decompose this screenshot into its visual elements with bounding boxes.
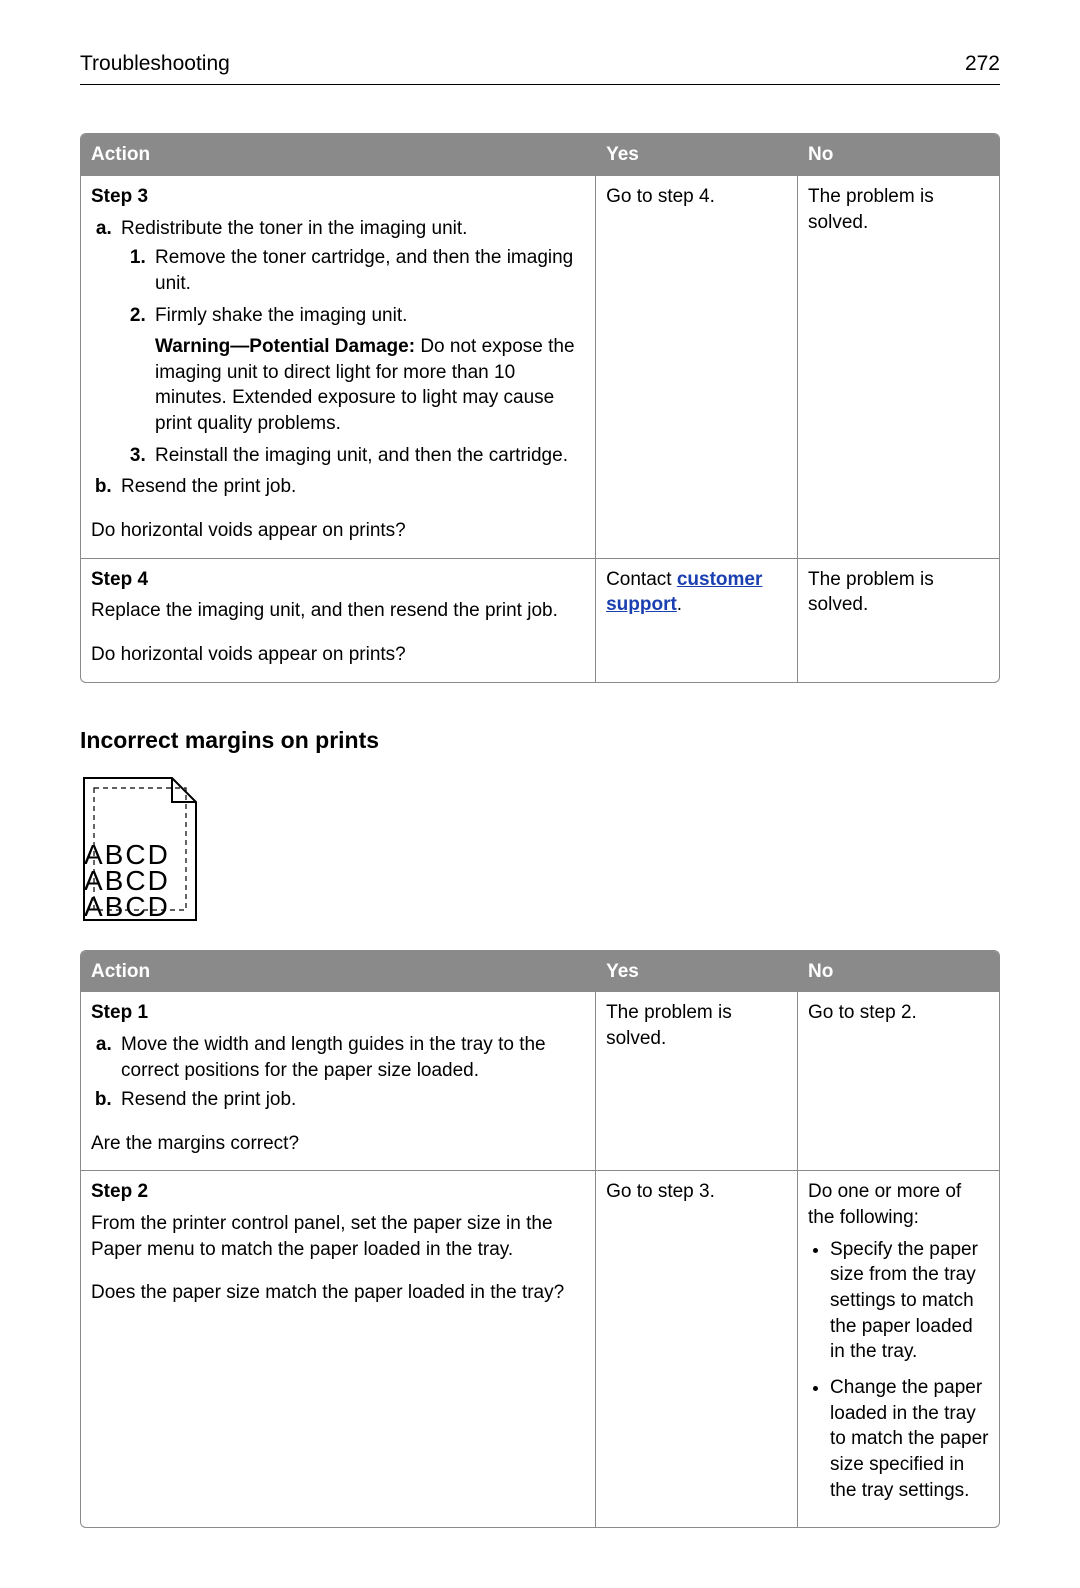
warning-block: Warning—Potential Damage: Do not expose … <box>155 334 585 437</box>
yes-cell: The problem is solved. <box>595 992 797 1170</box>
yes-pre-text: Contact <box>606 569 677 590</box>
yes-cell: Go to step 4. <box>595 176 797 558</box>
step-title: Step 3 <box>91 184 585 210</box>
list-item: Redistribute the toner in the imaging un… <box>117 216 585 469</box>
col-header-no: No <box>797 951 999 993</box>
troubleshooting-table-1: Action Yes No Step 3 Redistribute the to… <box>80 133 1000 682</box>
action-cell: Step 3 Redistribute the toner in the ima… <box>81 176 595 558</box>
list-item: Reinstall the imaging unit, and then the… <box>151 443 585 469</box>
action-cell: Step 2 From the printer control panel, s… <box>81 1170 595 1527</box>
step-title: Step 4 <box>91 567 585 593</box>
table-row: Step 3 Redistribute the toner in the ima… <box>81 176 999 558</box>
list-item: Move the width and length guides in the … <box>117 1032 585 1083</box>
list-item-text: Firmly shake the imaging unit. <box>155 305 407 326</box>
no-cell: Do one or more of the following: Specify… <box>797 1170 999 1527</box>
table-row: Step 4 Replace the imaging unit, and the… <box>81 558 999 682</box>
yes-post-text: . <box>677 594 682 615</box>
question-text: Are the margins correct? <box>91 1131 585 1157</box>
col-header-action: Action <box>81 951 595 993</box>
list-item: Resend the print job. <box>117 1087 585 1113</box>
action-cell: Step 1 Move the width and length guides … <box>81 992 595 1170</box>
list-item-text: Redistribute the toner in the imaging un… <box>121 218 467 239</box>
illus-text-3: ABCD <box>84 891 170 922</box>
step-title: Step 1 <box>91 1000 585 1026</box>
no-cell: Go to step 2. <box>797 992 999 1170</box>
step-body: Replace the imaging unit, and then resen… <box>91 598 585 624</box>
table-row: Step 2 From the printer control panel, s… <box>81 1170 999 1527</box>
page-number: 272 <box>965 50 1000 78</box>
list-item: Change the paper loaded in the tray to m… <box>830 1375 989 1503</box>
action-cell: Step 4 Replace the imaging unit, and the… <box>81 558 595 682</box>
section-heading: Incorrect margins on prints <box>80 725 1000 756</box>
yes-cell: Go to step 3. <box>595 1170 797 1527</box>
col-header-no: No <box>797 134 999 176</box>
col-header-yes: Yes <box>595 951 797 993</box>
warning-label: Warning—Potential Damage: <box>155 336 415 357</box>
margins-illustration: ABCD ABCD ABCD <box>80 774 200 924</box>
running-header: Troubleshooting 272 <box>80 50 1000 85</box>
list-item: Resend the print job. <box>117 474 585 500</box>
no-cell: The problem is solved. <box>797 176 999 558</box>
no-cell: The problem is solved. <box>797 558 999 682</box>
list-item: Specify the paper size from the tray set… <box>830 1237 989 1365</box>
col-header-yes: Yes <box>595 134 797 176</box>
section-name: Troubleshooting <box>80 50 230 78</box>
question-text: Does the paper size match the paper load… <box>91 1280 585 1306</box>
step-title: Step 2 <box>91 1179 585 1205</box>
table-row: Step 1 Move the width and length guides … <box>81 992 999 1170</box>
page: Troubleshooting 272 Action Yes No Step 3… <box>0 0 1080 1588</box>
col-header-action: Action <box>81 134 595 176</box>
troubleshooting-table-2: Action Yes No Step 1 Move the width and … <box>80 950 1000 1529</box>
no-intro: Do one or more of the following: <box>808 1179 989 1230</box>
yes-cell: Contact customer support. <box>595 558 797 682</box>
list-item: Remove the toner cartridge, and then the… <box>151 245 585 296</box>
list-item: Firmly shake the imaging unit. Warning—P… <box>151 303 585 437</box>
question-text: Do horizontal voids appear on prints? <box>91 518 585 544</box>
question-text: Do horizontal voids appear on prints? <box>91 642 585 668</box>
step-body: From the printer control panel, set the … <box>91 1211 585 1262</box>
